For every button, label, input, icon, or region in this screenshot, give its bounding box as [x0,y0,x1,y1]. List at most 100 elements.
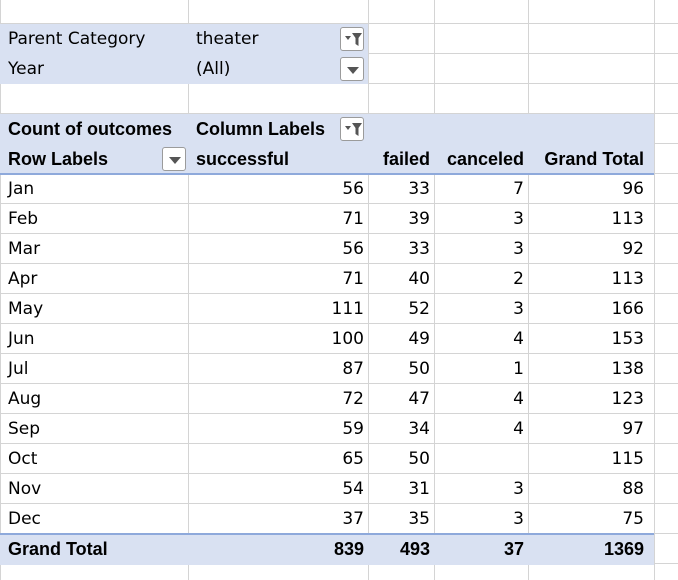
dropdown-arrow-icon[interactable] [340,57,364,81]
column-labels-header: Column Labels [196,119,326,139]
gridline-horizontal [0,263,678,264]
filter-value-parent-category: theater [196,29,259,49]
value-cell: 113 [611,209,644,229]
row-label: Jul [8,359,29,379]
row-label: Nov [8,479,42,499]
gridline-horizontal [0,353,678,354]
gridline-horizontal [0,413,678,414]
filter-applied-icon[interactable] [340,27,364,51]
gridline-vertical [528,0,529,580]
grand-total-successful: 839 [333,539,364,559]
value-cell: 50 [408,449,430,469]
value-cell: 115 [611,449,644,469]
value-cell: 97 [622,419,644,439]
gridline-horizontal [0,383,678,384]
value-cell: 3 [513,479,524,499]
row-label: Sep [8,419,41,439]
value-cell: 65 [342,449,364,469]
value-cell: 59 [342,419,364,439]
grand-total-failed: 493 [399,539,430,559]
row-labels-header: Row Labels [8,149,109,169]
filter-label-parent-category: Parent Category [8,29,146,49]
value-cell: 4 [513,419,524,439]
value-cell: 33 [408,179,430,199]
value-cell: 4 [513,389,524,409]
grand-total-canceled: 37 [503,539,524,559]
value-cell: 37 [342,509,364,529]
value-cell: 1 [513,359,524,379]
row-label: Mar [8,239,41,259]
grand-total-label: Grand Total [8,539,108,559]
pivot-corner-label: Count of outcomes [8,119,172,139]
header-underline [0,173,654,175]
column-header-successful: successful [196,149,290,169]
value-cell: 3 [513,209,524,229]
filter-value-year: (All) [196,59,231,79]
gridline-horizontal [0,443,678,444]
value-cell: 3 [513,299,524,319]
gridline-horizontal [0,473,678,474]
column-labels-filter-icon[interactable] [340,117,364,141]
value-cell: 87 [342,359,364,379]
value-cell: 96 [622,179,644,199]
value-cell: 56 [342,179,364,199]
value-cell: 31 [408,479,430,499]
value-cell: 3 [513,239,524,259]
value-cell: 3 [513,509,524,529]
value-cell: 123 [611,389,644,409]
value-cell: 33 [408,239,430,259]
value-cell: 56 [342,239,364,259]
value-cell [430,444,524,474]
row-labels-dropdown-icon[interactable] [162,147,186,171]
gridline-horizontal [0,323,678,324]
gridline-vertical [368,0,369,580]
filter-label-year: Year [8,59,44,79]
filter-band [0,24,368,84]
value-cell: 39 [408,209,430,229]
value-cell: 138 [611,359,644,379]
row-label: Feb [8,209,39,229]
value-cell: 4 [513,329,524,349]
grand-total-grand-total: 1369 [603,539,644,559]
value-cell: 75 [622,509,644,529]
value-cell: 71 [342,209,364,229]
row-label: Jan [8,179,35,199]
pivot-header-band [0,114,654,174]
value-cell: 47 [408,389,430,409]
value-cell: 50 [408,359,430,379]
value-cell: 7 [513,179,524,199]
gridline-horizontal [0,503,678,504]
value-cell: 92 [622,239,644,259]
row-label: Oct [8,449,38,469]
value-cell: 40 [408,269,430,289]
value-cell: 2 [513,269,524,289]
value-cell: 166 [611,299,644,319]
row-label: Jun [8,329,35,349]
column-header-failed: failed [382,149,430,169]
row-label: Aug [8,389,42,409]
grand-total-band [0,535,654,565]
gridline-vertical [188,0,189,580]
value-cell: 54 [342,479,364,499]
row-label: Apr [8,269,38,289]
gridline-horizontal [0,203,678,204]
value-cell: 72 [342,389,364,409]
value-cell: 52 [408,299,430,319]
value-cell: 113 [611,269,644,289]
value-cell: 34 [408,419,430,439]
gridline-horizontal [0,113,678,114]
value-cell: 49 [408,329,430,349]
value-cell: 35 [408,509,430,529]
value-cell: 111 [331,299,364,319]
value-cell: 71 [342,269,364,289]
value-cell: 88 [622,479,644,499]
gridline-vertical [0,0,1,580]
gridline-vertical [654,0,655,580]
grand-total-rule [0,533,654,535]
gridline-vertical [434,0,435,580]
gridline-horizontal [0,233,678,234]
gridline-horizontal [0,293,678,294]
column-header-grand-total: Grand Total [544,149,644,169]
value-cell: 100 [331,329,364,349]
